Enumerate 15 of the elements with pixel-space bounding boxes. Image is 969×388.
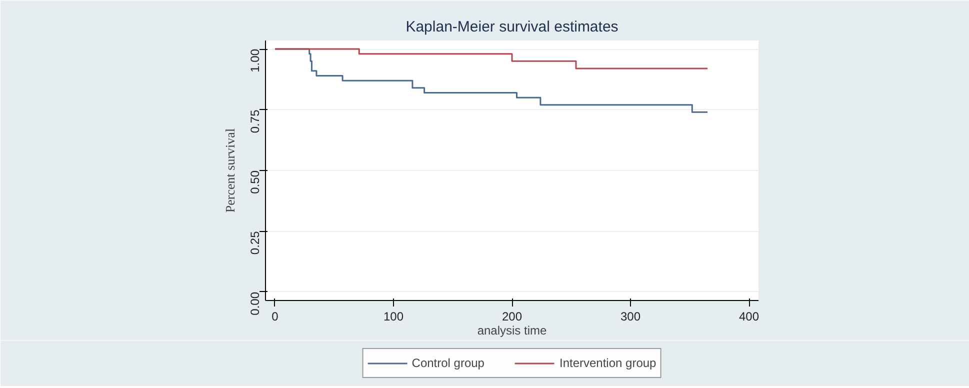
x-tick-label: 200 xyxy=(502,310,522,324)
y-tick-label: 0.25 xyxy=(248,230,262,255)
y-tick-label: 0.75 xyxy=(248,109,262,134)
x-axis-title: analysis time xyxy=(477,324,548,338)
y-tick-label: 1.00 xyxy=(248,48,262,72)
x-tick-label: 400 xyxy=(739,310,760,324)
x-tick-label: 100 xyxy=(383,310,404,324)
y-axis-title: Percent survival xyxy=(222,128,238,213)
x-tick-label: 0 xyxy=(272,310,279,324)
x-tick-label: 300 xyxy=(620,310,641,324)
y-tick-label: 0.50 xyxy=(248,170,262,194)
legend-label: Control group xyxy=(412,356,484,370)
legend-label: Intervention group xyxy=(559,356,656,370)
chart-title: Kaplan-Meier survival estimates xyxy=(406,18,618,36)
y-tick-label: 0.00 xyxy=(248,292,262,316)
